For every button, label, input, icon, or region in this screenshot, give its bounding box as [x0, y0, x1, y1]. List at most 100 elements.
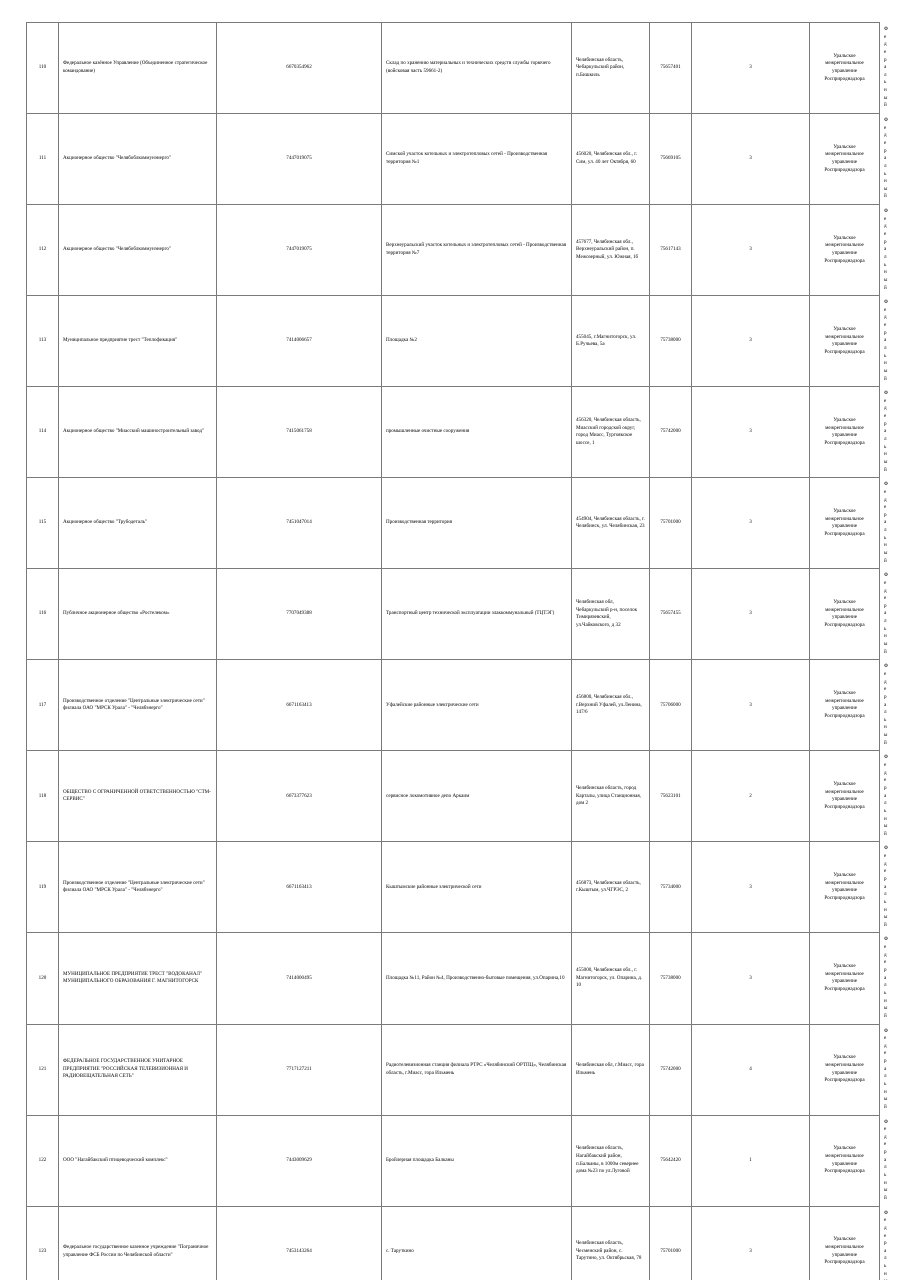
oktmo-code: 75657455: [650, 569, 692, 660]
object-description: с. Таруткино: [382, 1206, 572, 1280]
inn-value: 7415061758: [217, 387, 382, 478]
inn-value: 6671163413: [217, 842, 382, 933]
oktmo-code: 75701000: [650, 478, 692, 569]
oktmo-code: 75738000: [650, 933, 692, 1024]
object-address: Челябинская область, Чебаркульский район…: [572, 23, 650, 114]
risk-category: 4: [692, 1024, 810, 1115]
supervisory-body: Уральское межрегиональное управление Рос…: [810, 23, 880, 114]
oktmo-code: 75742000: [650, 1024, 692, 1115]
object-address: Челябинская область, Чесменский район, с…: [572, 1206, 650, 1280]
organization-name: ООО "Нагайбакский птицеводческий комплек…: [59, 1115, 217, 1206]
supervisory-body: Уральское межрегиональное управление Рос…: [810, 933, 880, 1024]
object-address: 456873, Челябинская область, г.Кыштым, у…: [572, 842, 650, 933]
object-description: Производственная территория: [382, 478, 572, 569]
object-description: Кыштымские районные электрической сети: [382, 842, 572, 933]
oktmo-code: 75738000: [650, 296, 692, 387]
row-number: 121: [27, 1024, 59, 1115]
organization-name: МУНИЦИПАЛЬНОЕ ПРЕДПРИЯТИЕ ТРЕСТ "ВОДОКАН…: [59, 933, 217, 1024]
object-description: сервисное локомотивное депо Аркаим: [382, 751, 572, 842]
supervisory-body: Уральское межрегиональное управление Рос…: [810, 205, 880, 296]
supervisory-body: Уральское межрегиональное управление Рос…: [810, 569, 880, 660]
organization-name: Акционерное общество "Челябоблкоммунэнер…: [59, 205, 217, 296]
risk-category: 3: [692, 478, 810, 569]
risk-category: 3: [692, 933, 810, 1024]
supervisory-body: Уральское межрегиональное управление Рос…: [810, 660, 880, 751]
object-description: Бройлерная площадка Балканы: [382, 1115, 572, 1206]
row-number: 119: [27, 842, 59, 933]
oktmo-code: 75734000: [650, 842, 692, 933]
object-address: Челябинская область, Нагайбакский район,…: [572, 1115, 650, 1206]
oktmo-code: 75657401: [650, 23, 692, 114]
supervisory-body: Уральское межрегиональное управление Рос…: [810, 751, 880, 842]
object-description: Радиотелевизионная станция филиала РТРС …: [382, 1024, 572, 1115]
row-number: 120: [27, 933, 59, 1024]
object-address: 455000, Челябинская обл., г. Магнитогорс…: [572, 933, 650, 1024]
row-number: 112: [27, 205, 59, 296]
organization-name: Производственное отделение "Центральные …: [59, 660, 217, 751]
oktmo-code: 75617143: [650, 205, 692, 296]
object-address: 456020, Челябинская обл., г. Сим, ул. 40…: [572, 114, 650, 205]
organization-name: Федеральное государственное казенное учр…: [59, 1206, 217, 1280]
supervisory-body: Уральское межрегиональное управление Рос…: [810, 842, 880, 933]
object-address: Челябинская обл, Чебаркульский р-н, посе…: [572, 569, 650, 660]
risk-category: 2: [692, 751, 810, 842]
object-description: Площадка №11, Район №4, Производственно-…: [382, 933, 572, 1024]
supervisory-body: Уральское межрегиональное управление Рос…: [810, 387, 880, 478]
object-description: Площадка №2: [382, 296, 572, 387]
oktmo-code: 75706000: [650, 660, 692, 751]
oktmo-code: 75742000: [650, 387, 692, 478]
inn-value: 7414000495: [217, 933, 382, 1024]
oktmo-code: 75642420: [650, 1115, 692, 1206]
risk-category: 3: [692, 660, 810, 751]
organization-name: Публичное акционерное общество «Ростелек…: [59, 569, 217, 660]
oktmo-code: 75701000: [650, 1206, 692, 1280]
supervisory-body: Уральское межрегиональное управление Рос…: [810, 1115, 880, 1206]
risk-category: 3: [692, 114, 810, 205]
row-number: 113: [27, 296, 59, 387]
inn-value: 6670354962: [217, 23, 382, 114]
row-number: 111: [27, 114, 59, 205]
object-address: Челябинская область, город Карталы, улиц…: [572, 751, 650, 842]
inn-value: 6671163413: [217, 660, 382, 751]
row-number: 118: [27, 751, 59, 842]
object-description: Симской участок котельных и электротепло…: [382, 114, 572, 205]
object-description: промышленные очистные сооружения: [382, 387, 572, 478]
object-description: Уфалейские районные электрические сети: [382, 660, 572, 751]
supervisory-body: Уральское межрегиональное управление Рос…: [810, 296, 880, 387]
inn-value: 6673377623: [217, 751, 382, 842]
supervisory-body: Уральское межрегиональное управление Рос…: [810, 478, 880, 569]
risk-category: 3: [692, 23, 810, 114]
object-address: 457677, Челябинская обл., Верхнеуральски…: [572, 205, 650, 296]
organization-name: Федеральное казённое Управление (Объедин…: [59, 23, 217, 114]
organization-name: Акционерное общество "Миасский машиностр…: [59, 387, 217, 478]
inn-value: 7451047014: [217, 478, 382, 569]
organization-name: Муниципальное предприятие трест "Теплофи…: [59, 296, 217, 387]
supervisory-body: Уральское межрегиональное управление Рос…: [810, 114, 880, 205]
risk-category: 3: [692, 569, 810, 660]
row-number: 115: [27, 478, 59, 569]
object-address: Челябинская обл, г.Миасс, гора Ильмень: [572, 1024, 650, 1115]
inn-value: 7707049388: [217, 569, 382, 660]
organization-name: Акционерное общество "Трубодеталь": [59, 478, 217, 569]
supervisory-body: Уральское межрегиональное управление Рос…: [810, 1024, 880, 1115]
object-description: Транспортный центр технической эксплуата…: [382, 569, 572, 660]
inn-value: 7447019075: [217, 114, 382, 205]
row-number: 123: [27, 1206, 59, 1280]
supervisory-body: Уральское межрегиональное управление Рос…: [810, 1206, 880, 1280]
